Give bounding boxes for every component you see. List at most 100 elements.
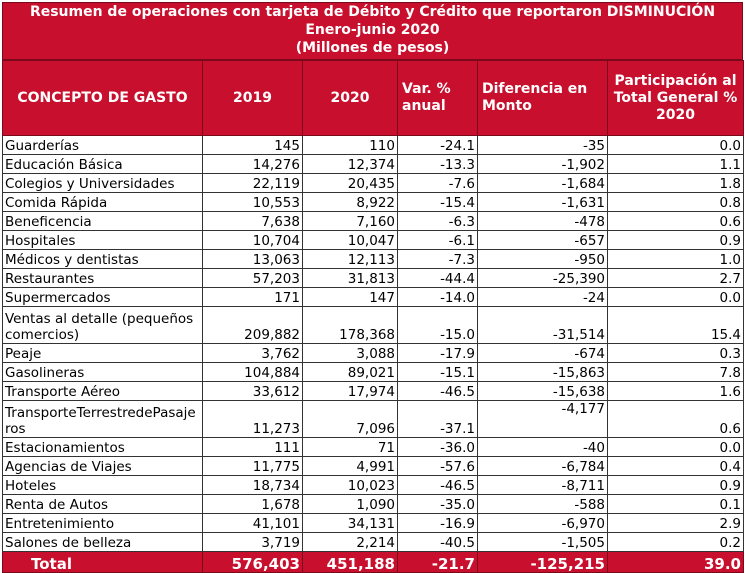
cell-y2020: 20,435 (302, 173, 398, 193)
cell-dif: -1,902 (477, 154, 608, 174)
cell-y2020: 110 (302, 135, 398, 155)
cell-concepto: Restaurantes (2, 268, 203, 288)
cell-var: -14.0 (397, 287, 478, 307)
cell-var: -16.9 (397, 513, 478, 533)
cell-part: 0.0 (607, 287, 744, 307)
total-y2019: 576,403 (202, 551, 303, 573)
cell-dif: -6,970 (477, 513, 608, 533)
cell-y2020: 2,214 (302, 532, 398, 552)
cell-y2020: 17,974 (302, 381, 398, 401)
cell-var: -15.0 (397, 306, 478, 344)
cell-dif: -4,177 (477, 400, 608, 438)
cell-y2020: 71 (302, 437, 398, 457)
cell-y2019: 14,276 (202, 154, 303, 174)
table-row: Restaurantes 57,203 31,813 -44.4 -25,390 2.7 (2, 268, 744, 288)
cell-part: 0.6 (607, 400, 744, 438)
cell-dif: -674 (477, 343, 608, 363)
report-title: Resumen de operaciones con tarjeta de Dé… (29, 4, 716, 20)
cell-concepto: Salones de belleza (2, 532, 203, 552)
table-row: Educación Básica 14,276 12,374 -13.3 -1,902 1… (2, 154, 744, 174)
cell-part: 0.9 (607, 230, 744, 250)
cell-concepto: Peaje (2, 343, 203, 363)
cell-concepto: Agencias de Viajes (2, 456, 203, 476)
cell-dif: -657 (477, 230, 608, 250)
table-row: Salones de belleza 3,719 2,214 -40.5 -1,505 0… (2, 532, 744, 552)
cell-y2019: 18,734 (202, 475, 303, 495)
header-concepto: CONCEPTO DE GASTO (2, 60, 203, 136)
cell-concepto: Hospitales (2, 230, 203, 250)
cell-y2020: 7,096 (302, 400, 398, 438)
cell-y2020: 12,374 (302, 154, 398, 174)
header-2020: 2020 (302, 60, 398, 136)
cell-dif: -31,514 (477, 306, 608, 344)
cell-part: 2.7 (607, 268, 744, 288)
cell-var: -17.9 (397, 343, 478, 363)
cell-var: -24.1 (397, 135, 478, 155)
table-row: Guarderías 145 110 -24.1 -35 0.0 (2, 135, 744, 155)
cell-y2019: 3,719 (202, 532, 303, 552)
cell-y2019: 111 (202, 437, 303, 457)
table-row: Gasolineras 104,884 89,021 -15.1 -15,863 7.8 (2, 362, 744, 382)
total-var: -21.7 (397, 551, 478, 573)
header-dif: Diferencia en Monto (477, 60, 608, 136)
title-band: Resumen de operaciones con tarjeta de Dé… (2, 2, 743, 60)
cell-part: 0.4 (607, 456, 744, 476)
cell-concepto: Médicos y dentistas (2, 249, 203, 269)
cell-concepto: Entretenimiento (2, 513, 203, 533)
table-row: Entretenimiento 41,101 34,131 -16.9 -6,970 2.… (2, 513, 744, 533)
cell-y2019: 209,882 (202, 306, 303, 344)
cell-concepto: Supermercados (2, 287, 203, 307)
cell-part: 0.6 (607, 211, 744, 231)
cell-dif: -35 (477, 135, 608, 155)
cell-var: -13.3 (397, 154, 478, 174)
report-period: Enero-junio 2020 (305, 22, 440, 38)
cell-y2020: 8,922 (302, 192, 398, 212)
cell-part: 0.0 (607, 135, 744, 155)
cell-dif: -588 (477, 494, 608, 514)
table-row: TransporteTerrestredePasajeros 11,273 7,09… (2, 400, 744, 438)
table-row: Hospitales 10,704 10,047 -6.1 -657 0.9 (2, 230, 744, 250)
cell-var: -7.6 (397, 173, 478, 193)
cell-var: -37.1 (397, 400, 478, 438)
cell-dif: -25,390 (477, 268, 608, 288)
cell-var: -46.5 (397, 475, 478, 495)
cell-y2019: 1,678 (202, 494, 303, 514)
cell-dif: -8,711 (477, 475, 608, 495)
cell-y2019: 104,884 (202, 362, 303, 382)
table-body: Guarderías 145 110 -24.1 -35 0.0 Educación Bás… (2, 135, 744, 573)
cell-concepto: Gasolineras (2, 362, 203, 382)
total-dif: -125,215 (477, 551, 608, 573)
cell-dif: -6,784 (477, 456, 608, 476)
cell-y2020: 4,991 (302, 456, 398, 476)
table-row: Médicos y dentistas 13,063 12,113 -7.3 -950 1… (2, 249, 744, 269)
cell-dif: -1,505 (477, 532, 608, 552)
cell-part: 0.2 (607, 532, 744, 552)
cell-part: 0.9 (607, 475, 744, 495)
cell-concepto: Comida Rápida (2, 192, 203, 212)
header-row: CONCEPTO DE GASTO 2019 2020 Var. % anual… (2, 60, 744, 136)
total-row: Total 576,403 451,188 -21.7 -125,215 39.0 (2, 551, 744, 573)
cell-y2020: 178,368 (302, 306, 398, 344)
total-part: 39.0 (607, 551, 744, 573)
cell-concepto: Colegios y Universidades (2, 173, 203, 193)
cell-dif: -478 (477, 211, 608, 231)
cell-y2020: 1,090 (302, 494, 398, 514)
table-row: Ventas al detalle (pequeños comercios) 20… (2, 306, 744, 344)
cell-concepto: Ventas al detalle (pequeños comercios) (2, 306, 203, 344)
cell-dif: -1,684 (477, 173, 608, 193)
cell-y2020: 10,047 (302, 230, 398, 250)
cell-var: -57.6 (397, 456, 478, 476)
report-units: (Millones de pesos) (295, 40, 450, 56)
cell-dif: -40 (477, 437, 608, 457)
cell-y2020: 31,813 (302, 268, 398, 288)
cell-part: 7.8 (607, 362, 744, 382)
cell-part: 2.9 (607, 513, 744, 533)
cell-y2019: 33,612 (202, 381, 303, 401)
cell-y2020: 3,088 (302, 343, 398, 363)
header-part: Participación al Total General % 2020 (607, 60, 744, 136)
cell-concepto: Guarderías (2, 135, 203, 155)
cell-part: 1.1 (607, 154, 744, 174)
header-2019: 2019 (202, 60, 303, 136)
cell-y2019: 3,762 (202, 343, 303, 363)
